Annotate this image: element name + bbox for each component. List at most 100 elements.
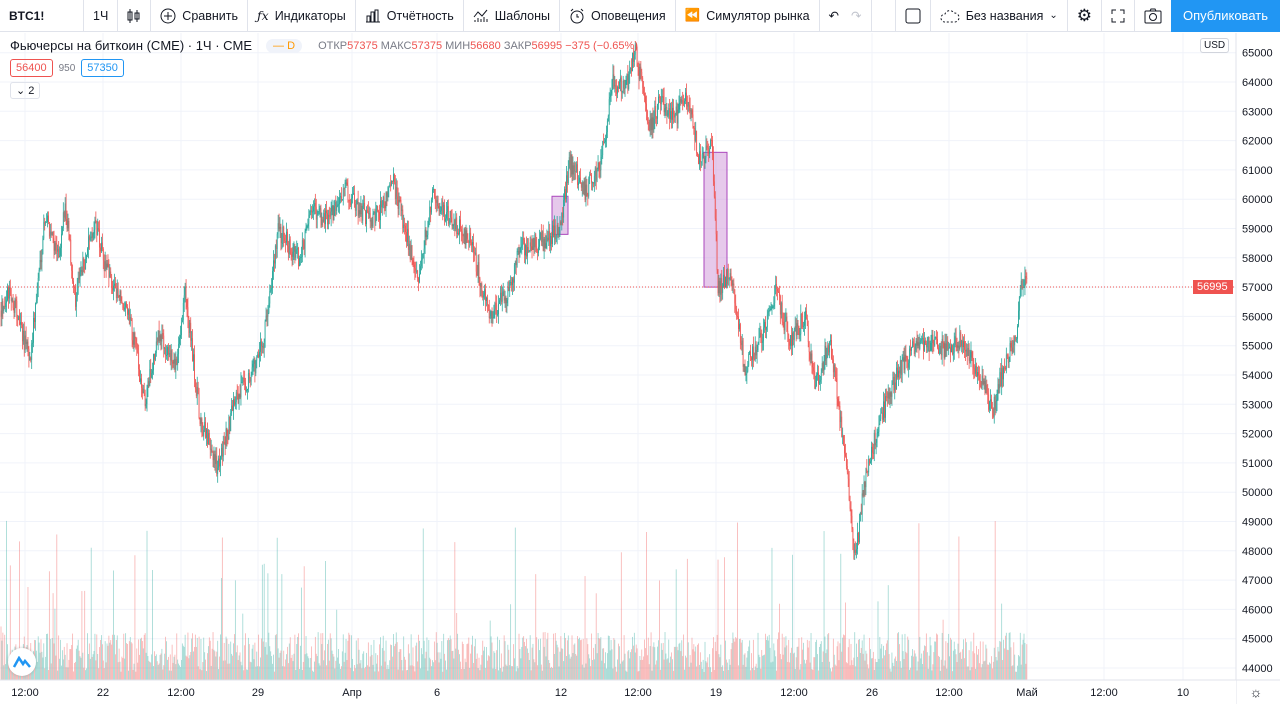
sell-price-button[interactable]: 56400 (10, 59, 53, 77)
candle-body (932, 334, 934, 345)
volume-bar (588, 654, 590, 680)
redo-icon[interactable]: ↷ (851, 9, 862, 23)
volume-bar (241, 665, 243, 680)
reports-button[interactable]: Отчётность (356, 0, 464, 32)
candle-body (548, 231, 550, 241)
candle-body (494, 303, 496, 310)
layout-toggle-button[interactable] (896, 0, 931, 32)
candle-body (305, 226, 307, 232)
currency-label[interactable]: USD (1200, 38, 1230, 53)
time-axis[interactable] (0, 680, 1236, 704)
candle-body (64, 203, 66, 218)
volume-bar (1020, 664, 1022, 680)
candle-body (339, 197, 340, 205)
volume-bar (146, 530, 148, 680)
volume-bar (284, 666, 286, 680)
chart-type-button[interactable] (118, 0, 152, 32)
time-tick-label: 26 (866, 687, 878, 699)
candle-body (238, 394, 240, 404)
candle-body (926, 343, 928, 348)
volume-bar (665, 653, 667, 680)
volume-bar (829, 661, 831, 680)
price-axis[interactable] (1236, 33, 1280, 680)
volume-bar (635, 644, 637, 680)
screenshot-button[interactable] (1135, 0, 1171, 32)
candle-body (338, 204, 339, 206)
volume-bar (103, 668, 105, 680)
layout-name-dropdown[interactable]: Без названия ⌄ (931, 0, 1068, 32)
volume-bar (280, 650, 282, 680)
volume-bar (359, 663, 361, 680)
candle-body (725, 277, 726, 287)
volume-bar (708, 667, 710, 680)
volume-bar (269, 646, 271, 680)
candle-body (83, 258, 85, 267)
price-tick-label: 45000 (1242, 634, 1273, 646)
price-tick-label: 56000 (1242, 311, 1273, 323)
settings-button[interactable]: ⚙ (1068, 0, 1102, 32)
templates-button[interactable]: Шаблоны (464, 0, 561, 32)
candle-body (895, 382, 897, 390)
volume-bar (287, 663, 289, 680)
candle-body (765, 321, 766, 330)
volume-bar (589, 658, 591, 680)
volume-bar (439, 652, 441, 680)
volume-bar (872, 651, 874, 680)
volume-bar (118, 648, 120, 680)
fullscreen-button[interactable] (1102, 0, 1135, 32)
candle-body (633, 52, 634, 62)
candle-body (640, 66, 642, 72)
volume-bar (698, 643, 699, 680)
candle-body (221, 447, 222, 457)
volume-bar (462, 643, 464, 680)
price-chart[interactable]: 6500064000630006200061000600005900058000… (0, 33, 1280, 704)
axis-settings-icon[interactable]: ☼ (1250, 684, 1263, 700)
alerts-button[interactable]: Оповещения (560, 0, 676, 32)
undo-icon[interactable]: ↶ (828, 9, 840, 23)
time-tick-label: 12:00 (935, 687, 963, 699)
tradingview-logo-icon[interactable] (8, 648, 36, 676)
volume-bar (375, 653, 377, 680)
candle-body (108, 266, 110, 277)
candle-body (95, 219, 97, 221)
volume-bar (329, 633, 331, 680)
candle-body (62, 212, 64, 228)
candle-body (601, 155, 603, 158)
candle-body (24, 335, 26, 350)
volume-bar (470, 653, 472, 680)
toolbar-spacer (872, 0, 896, 32)
volume-bar (694, 651, 696, 680)
volume-bar (885, 643, 887, 680)
candle-body (849, 500, 851, 509)
volume-bar (976, 645, 977, 680)
volume-bar (198, 636, 200, 680)
volume-bar (953, 641, 955, 680)
volume-bar (433, 641, 435, 680)
candle-body (841, 416, 843, 437)
candle-body (483, 295, 485, 298)
candle-body (555, 235, 557, 240)
volume-bar (817, 654, 818, 680)
indicators-button[interactable]: ƒx Индикаторы (248, 0, 356, 32)
volume-bar (515, 671, 517, 680)
candle-body (1025, 276, 1027, 278)
interval-button[interactable]: 1Ч (84, 0, 119, 32)
volume-bar (657, 646, 658, 680)
candle-body (276, 234, 278, 250)
publish-button[interactable]: Опубликовать (1171, 0, 1280, 32)
candles-icon (127, 8, 141, 24)
candle-body (328, 214, 330, 216)
candle-body (174, 359, 176, 370)
volume-bar (19, 541, 20, 680)
indicators-collapse-button[interactable]: ⌄ 2 (10, 82, 41, 99)
compare-button[interactable]: Сравнить (151, 0, 248, 32)
volume-bar (172, 662, 174, 680)
buy-price-button[interactable]: 57350 (81, 59, 124, 77)
volume-bar (794, 669, 796, 680)
candle-body (577, 164, 578, 185)
volume-bar (257, 666, 259, 680)
symbol-search[interactable]: BTC1! (0, 0, 84, 32)
volume-bar (557, 647, 559, 680)
volume-bar (908, 639, 910, 680)
replay-button[interactable]: ⏪ Симулятор рынка (676, 0, 820, 32)
